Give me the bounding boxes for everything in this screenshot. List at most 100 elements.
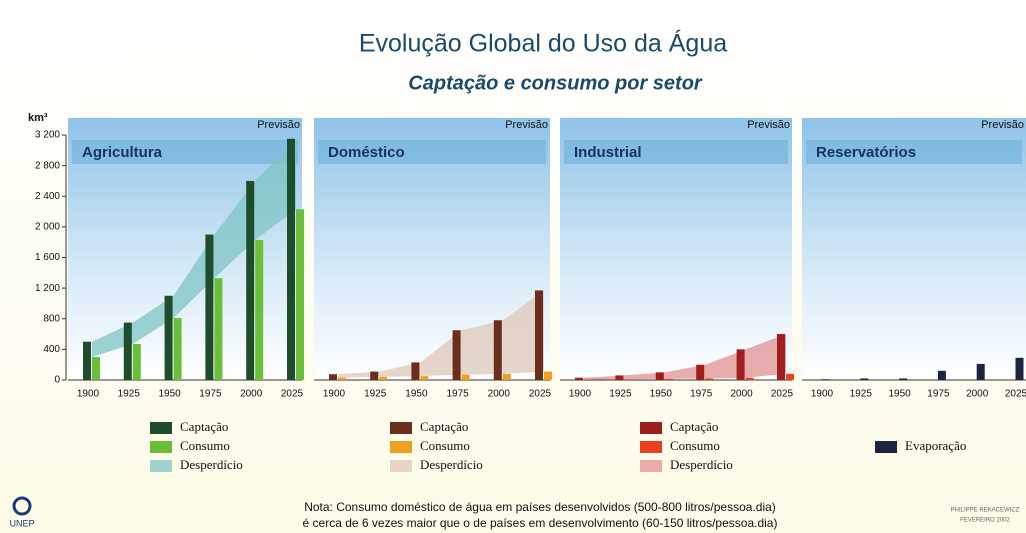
bar [696, 364, 705, 380]
bar [92, 357, 100, 380]
annotation: Previsão [505, 119, 548, 131]
legend-label: Desperdício [420, 457, 483, 472]
y-tick-label: 2 400 [35, 191, 60, 202]
bar [976, 363, 985, 380]
x-tick-label: 1925 [850, 389, 873, 400]
title-band [318, 140, 546, 164]
bar [338, 377, 346, 380]
legend-swatch [150, 422, 172, 434]
x-tick-label: 1900 [811, 389, 834, 400]
bar [205, 234, 214, 380]
bar [624, 379, 633, 380]
legend-swatch [640, 441, 662, 453]
legend-swatch [390, 422, 412, 434]
bar [705, 378, 714, 380]
waste-area [92, 138, 296, 358]
bar [821, 379, 830, 380]
bar [502, 373, 511, 380]
legend-swatch [640, 422, 662, 434]
bar [173, 317, 182, 380]
x-tick-label: 1950 [650, 389, 673, 400]
bar [164, 295, 173, 380]
chart-title: Evolução Global do Uso da Água [359, 29, 727, 58]
chart-subtitle: Captação e consumo por setor [408, 72, 703, 94]
y-tick-label: 3 200 [35, 130, 60, 141]
bar [379, 376, 388, 380]
x-tick-label: 1975 [690, 389, 713, 400]
y-tick-label: 0 [54, 375, 60, 386]
y-tick-label: 400 [43, 344, 60, 355]
bar [296, 209, 304, 380]
bar [420, 376, 429, 380]
legend-swatch [150, 460, 172, 472]
x-tick-label: 1950 [405, 389, 428, 400]
y-tick-label: 2 800 [35, 160, 60, 171]
bar [937, 370, 946, 380]
panel-title: Doméstico [328, 144, 405, 161]
bar [123, 322, 132, 380]
x-tick-label: 1975 [199, 389, 222, 400]
bar [1015, 357, 1024, 380]
legend-label: Captação [420, 419, 468, 434]
x-tick-label: 2025 [771, 389, 794, 400]
x-tick-label: 2000 [240, 389, 263, 400]
note: Nota: Consumo doméstico de água em paíse… [304, 500, 776, 514]
y-axis-label: km³ [28, 112, 48, 124]
y-tick-label: 2 000 [35, 222, 60, 233]
legend-label: Desperdício [670, 457, 733, 472]
bar [655, 372, 664, 380]
annotation: Previsão [981, 119, 1024, 131]
credit: PHILIPPE REKACEWICZ [951, 508, 1020, 514]
waste-area [338, 290, 544, 378]
x-tick-label: 2025 [1005, 389, 1026, 400]
bar [329, 374, 337, 380]
bar [287, 138, 295, 380]
bar [736, 349, 745, 380]
x-tick-label: 2000 [730, 389, 753, 400]
legend-swatch [640, 460, 662, 472]
x-tick-label: 1900 [77, 389, 100, 400]
bar [745, 377, 754, 380]
legend-swatch [390, 441, 412, 453]
bar [370, 371, 379, 380]
legend-label: Captação [180, 419, 228, 434]
x-tick-label: 1975 [446, 389, 469, 400]
legend-label: Desperdício [180, 457, 243, 472]
x-tick-label: 1900 [569, 389, 592, 400]
legend-swatch [390, 460, 412, 472]
logo-text: UNEP [9, 518, 34, 528]
x-tick-label: 1950 [888, 389, 911, 400]
bar [411, 362, 420, 380]
x-tick-label: 2025 [529, 389, 552, 400]
bar [83, 341, 91, 380]
bar [899, 378, 908, 380]
credit: FEVEREIRO 2002 [960, 518, 1010, 524]
bar [461, 374, 470, 380]
bar [255, 239, 264, 380]
logo: UNEP [9, 496, 35, 528]
x-tick-label: 1950 [158, 389, 181, 400]
x-tick-label: 1900 [323, 389, 346, 400]
bar [786, 373, 794, 380]
bar [493, 320, 502, 380]
bar [664, 378, 673, 380]
bar [535, 290, 543, 380]
legend-label: Consumo [670, 438, 720, 453]
bar [544, 371, 552, 380]
bar [452, 330, 461, 380]
legend-swatch [875, 441, 897, 453]
legend-label: Consumo [180, 438, 230, 453]
x-tick-label: 1925 [364, 389, 387, 400]
x-tick-label: 1925 [609, 389, 632, 400]
legend-label: Evaporação [905, 438, 966, 453]
title-band [72, 140, 298, 164]
x-tick-label: 1975 [927, 389, 950, 400]
legend-swatch [150, 441, 172, 453]
annotation: Previsão [257, 119, 300, 131]
legend-label: Consumo [420, 438, 470, 453]
x-tick-label: 2000 [966, 389, 989, 400]
legend-label: Captação [670, 419, 718, 434]
note: é cerca de 6 vezes maior que o de países… [303, 516, 778, 530]
y-tick-label: 800 [43, 313, 60, 324]
